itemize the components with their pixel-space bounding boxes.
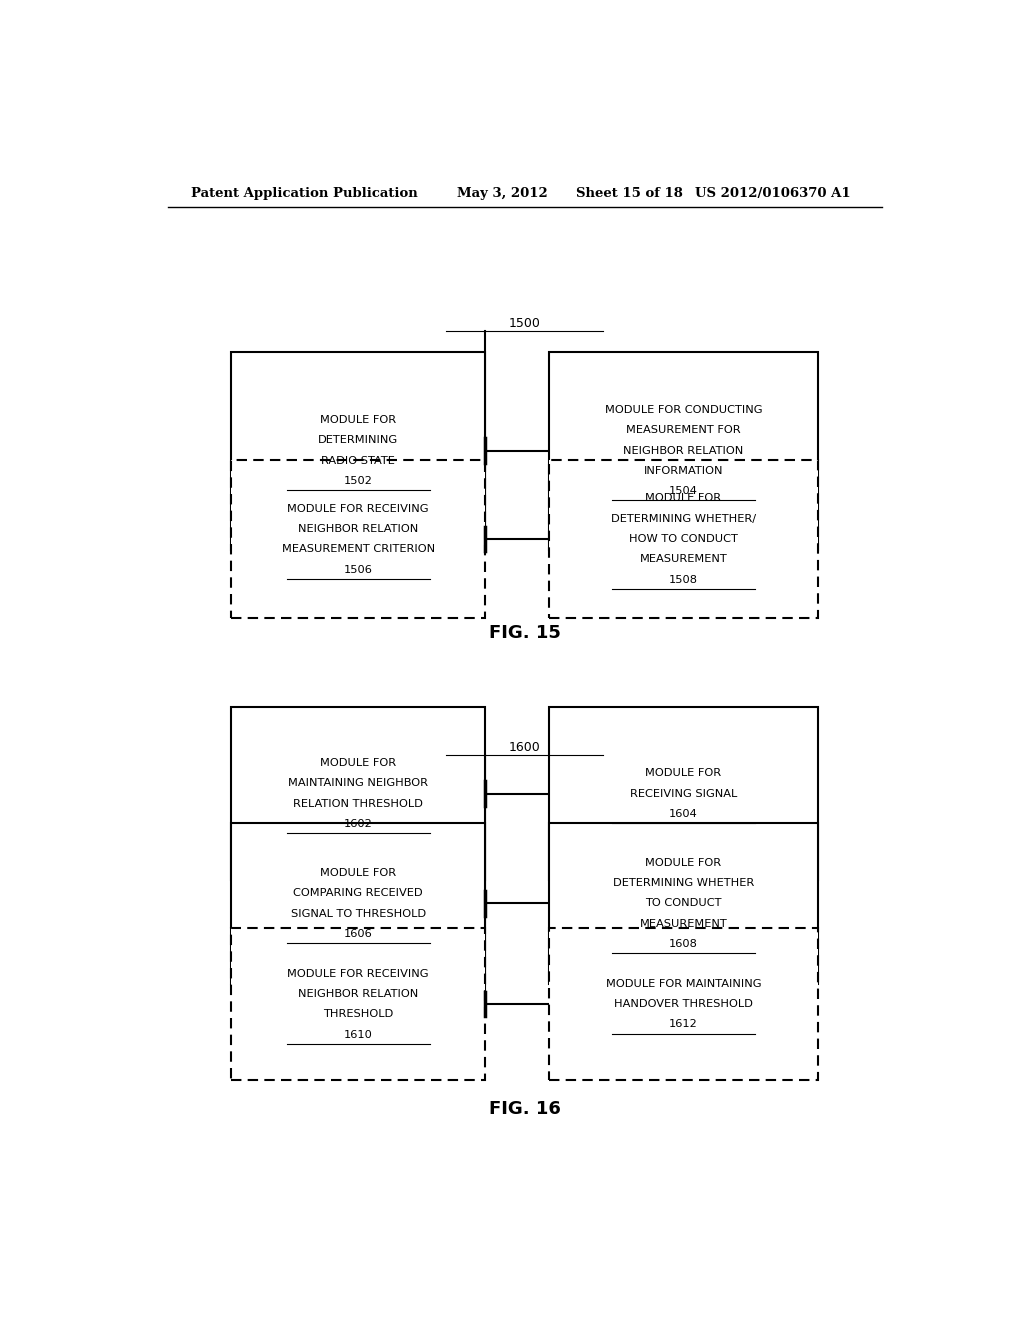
Text: COMPARING RECEIVED: COMPARING RECEIVED [293, 888, 423, 898]
Text: 1608: 1608 [669, 939, 698, 949]
Bar [549, 824, 818, 983]
Text: MEASUREMENT CRITERION: MEASUREMENT CRITERION [282, 544, 435, 554]
Text: RECEIVING SIGNAL: RECEIVING SIGNAL [630, 788, 737, 799]
Text: 1506: 1506 [344, 565, 373, 574]
Text: DETERMINING WHETHER: DETERMINING WHETHER [613, 878, 754, 888]
Text: TO CONDUCT: TO CONDUCT [645, 899, 722, 908]
Text: MODULE FOR: MODULE FOR [321, 869, 396, 878]
Text: MODULE FOR: MODULE FOR [645, 494, 722, 503]
Text: NEIGHBOR RELATION: NEIGHBOR RELATION [624, 446, 743, 455]
Text: US 2012/0106370 A1: US 2012/0106370 A1 [695, 187, 851, 201]
Text: 1500: 1500 [509, 317, 541, 330]
Text: HANDOVER THRESHOLD: HANDOVER THRESHOLD [614, 999, 753, 1008]
Text: FIG. 15: FIG. 15 [488, 624, 561, 642]
Text: RELATION THRESHOLD: RELATION THRESHOLD [293, 799, 423, 809]
Text: Patent Application Publication: Patent Application Publication [191, 187, 418, 201]
Bar [231, 708, 485, 880]
Text: DETERMINING: DETERMINING [318, 436, 398, 445]
Bar [549, 351, 818, 549]
Text: RADIO STATE: RADIO STATE [322, 455, 395, 466]
Text: 1606: 1606 [344, 929, 373, 939]
Text: Sheet 15 of 18: Sheet 15 of 18 [577, 187, 683, 201]
Text: THRESHOLD: THRESHOLD [323, 1010, 393, 1019]
Text: NEIGHBOR RELATION: NEIGHBOR RELATION [298, 989, 418, 999]
Text: MODULE FOR CONDUCTING: MODULE FOR CONDUCTING [605, 405, 762, 414]
Text: SIGNAL TO THRESHOLD: SIGNAL TO THRESHOLD [291, 908, 426, 919]
Text: MODULE FOR: MODULE FOR [321, 758, 396, 768]
Text: 1504: 1504 [669, 486, 698, 496]
Text: MODULE FOR MAINTAINING: MODULE FOR MAINTAINING [606, 978, 761, 989]
Bar [231, 351, 485, 549]
Bar [549, 928, 818, 1080]
Bar [231, 928, 485, 1080]
Text: 1610: 1610 [344, 1030, 373, 1040]
Bar [231, 824, 485, 983]
Text: 1508: 1508 [669, 574, 698, 585]
Text: 1612: 1612 [669, 1019, 698, 1030]
Text: MODULE FOR: MODULE FOR [321, 414, 396, 425]
Text: 1502: 1502 [344, 477, 373, 486]
Text: MEASUREMENT: MEASUREMENT [640, 554, 727, 565]
Text: MODULE FOR: MODULE FOR [645, 858, 722, 867]
Text: MAINTAINING NEIGHBOR: MAINTAINING NEIGHBOR [288, 779, 428, 788]
Text: MODULE FOR RECEIVING: MODULE FOR RECEIVING [288, 503, 429, 513]
Text: DETERMINING WHETHER/: DETERMINING WHETHER/ [611, 513, 756, 524]
Text: 1600: 1600 [509, 741, 541, 754]
Text: MEASUREMENT: MEASUREMENT [640, 919, 727, 929]
Text: May 3, 2012: May 3, 2012 [458, 187, 548, 201]
Bar [549, 708, 818, 880]
Text: INFORMATION: INFORMATION [644, 466, 723, 477]
Text: 1604: 1604 [669, 809, 698, 818]
Bar [231, 461, 485, 618]
Text: MODULE FOR RECEIVING: MODULE FOR RECEIVING [288, 969, 429, 978]
Text: MODULE FOR: MODULE FOR [645, 768, 722, 779]
Bar [549, 461, 818, 618]
Text: MEASUREMENT FOR: MEASUREMENT FOR [627, 425, 740, 436]
Text: NEIGHBOR RELATION: NEIGHBOR RELATION [298, 524, 418, 533]
Text: HOW TO CONDUCT: HOW TO CONDUCT [629, 535, 738, 544]
Text: 1602: 1602 [344, 820, 373, 829]
Text: FIG. 16: FIG. 16 [488, 1100, 561, 1118]
